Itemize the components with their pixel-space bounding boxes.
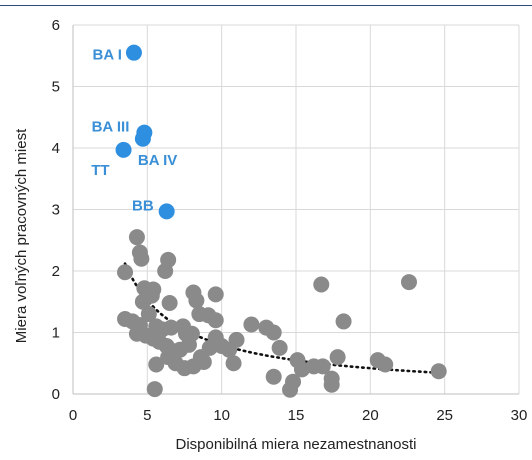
data-point [226, 355, 242, 371]
data-point [266, 369, 282, 385]
y-tick-label: 4 [52, 140, 60, 157]
data-point [313, 277, 329, 293]
data-point [129, 229, 145, 245]
y-tick-label: 2 [52, 263, 60, 280]
x-axis-title: Disponibilná miera nezamestnanosti [176, 436, 417, 453]
tick-labels: 0 5 10 15 20 25 30 0 1 2 3 4 5 6 BA I BA III BA IV TT BB [52, 17, 528, 424]
data-point [133, 251, 149, 267]
data-point [330, 349, 346, 365]
y-tick-label: 1 [52, 325, 60, 342]
x-tick-label: 15 [288, 407, 305, 424]
highlight-point [159, 203, 175, 219]
data-points [116, 45, 447, 398]
x-tick-label: 10 [213, 407, 230, 424]
y-tick-label: 3 [52, 202, 60, 219]
data-point [208, 312, 224, 328]
y-tick-label: 0 [52, 386, 60, 403]
data-point [266, 325, 282, 341]
data-point [181, 337, 197, 353]
data-point [401, 274, 417, 290]
data-point [117, 264, 133, 280]
highlight-point [126, 45, 142, 61]
y-axis-title: Miera voľných pracovných miest [13, 128, 30, 343]
point-label: BA III [92, 119, 130, 136]
x-tick-label: 0 [69, 407, 77, 424]
x-tick-label: 20 [362, 407, 379, 424]
x-tick-label: 5 [143, 407, 151, 424]
point-label: BA IV [138, 152, 177, 169]
data-point [157, 263, 173, 279]
x-tick-label: 30 [511, 407, 528, 424]
point-label: BB [132, 197, 154, 214]
point-label: BA I [93, 47, 122, 64]
data-point [162, 295, 178, 311]
data-point [148, 356, 164, 372]
data-point [336, 313, 352, 329]
y-tick-label: 6 [52, 17, 60, 34]
x-tick-label: 25 [436, 407, 453, 424]
data-point [196, 354, 212, 370]
data-point [272, 340, 288, 356]
data-point [377, 356, 393, 372]
y-tick-label: 5 [52, 79, 60, 96]
data-point [188, 293, 204, 309]
data-point [208, 286, 224, 302]
data-point [324, 377, 340, 393]
data-point [147, 381, 163, 397]
point-label: TT [91, 162, 109, 179]
highlight-point [116, 142, 132, 158]
data-point [243, 317, 259, 333]
data-point [431, 363, 447, 379]
highlight-point [135, 131, 151, 147]
data-point [229, 332, 245, 348]
